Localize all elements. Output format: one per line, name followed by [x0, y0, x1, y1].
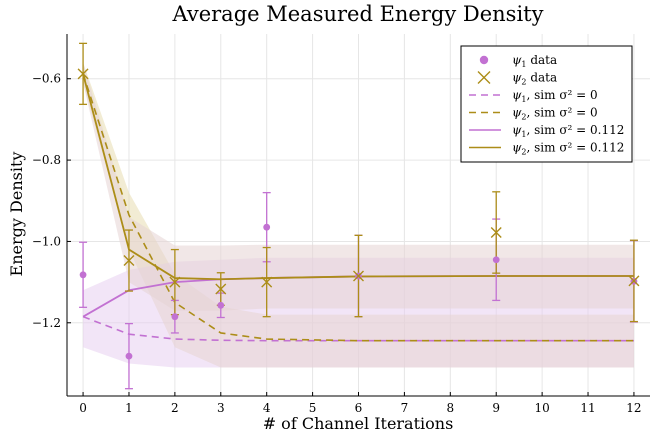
y-tick-label-3: −0.6: [32, 72, 61, 86]
legend-label-4: ψ1, sim σ² = 0.112: [512, 123, 624, 139]
legend-label-1: ψ2 data: [512, 71, 557, 87]
x-tick-label-0: 0: [79, 401, 87, 415]
x-tick-label-1: 1: [125, 401, 133, 415]
legend-label-0: ψ1 data: [512, 53, 557, 69]
marker-psi2-7: [628, 275, 640, 287]
x-tick-label-9: 9: [492, 401, 500, 415]
marker-psi2-6: [490, 226, 502, 238]
marker-psi1-1: [125, 352, 133, 360]
line-series-3: [82, 73, 634, 342]
marker-psi2-1: [123, 255, 135, 267]
marker-psi2-5: [353, 270, 364, 282]
legend-label-3: ψ2, sim σ² = 0: [512, 106, 598, 122]
legend-marker-1: [477, 71, 491, 84]
x-tick-label-11: 11: [580, 401, 595, 415]
legend-label-5: ψ2, sim σ² = 0.112: [512, 141, 624, 157]
y-axis-ticks: −1.2 −1.0 −0.8 −0.6: [32, 72, 71, 330]
marker-psi1-6: [492, 256, 500, 264]
marker-psi1-4: [263, 223, 271, 231]
x-tick-label-4: 4: [263, 401, 271, 415]
y-tick-label-0: −1.2: [32, 316, 61, 330]
line-series-5: [82, 73, 634, 281]
marker-psi2-0: [77, 68, 89, 80]
x-axis-ticks: 0 1 2 3 4 5 6 7 8 9 10 11 12: [79, 392, 642, 415]
marker-psi2-2: [169, 276, 181, 288]
x-tick-label-5: 5: [309, 401, 317, 415]
simulation-lines: [82, 73, 634, 342]
x-tick-label-2: 2: [171, 401, 179, 415]
marker-psi1-2: [171, 313, 179, 321]
x-tick-label-10: 10: [534, 401, 549, 415]
chart-title: Average Measured Energy Density: [172, 2, 544, 26]
x-tick-label-6: 6: [355, 401, 363, 415]
x-axis-label: # of Channel Iterations: [263, 414, 454, 433]
marker-psi1-3: [217, 301, 225, 309]
x-tick-label-8: 8: [446, 401, 454, 415]
x-tick-label-7: 7: [401, 401, 409, 415]
data-markers: [77, 68, 640, 360]
legend-label-2: ψ1, sim σ² = 0: [512, 88, 598, 104]
y-tick-label-1: −1.0: [32, 234, 61, 248]
legend-marker-0: [479, 55, 489, 65]
x-tick-label-12: 12: [626, 401, 641, 415]
x-tick-label-3: 3: [217, 401, 225, 415]
legend-box: [460, 45, 633, 163]
marker-psi2-3: [215, 283, 227, 295]
y-tick-label-2: −0.8: [32, 153, 61, 167]
marker-psi2-4: [261, 276, 273, 288]
marker-psi1-0: [79, 271, 87, 279]
y-axis-label: Energy Density: [7, 152, 26, 277]
